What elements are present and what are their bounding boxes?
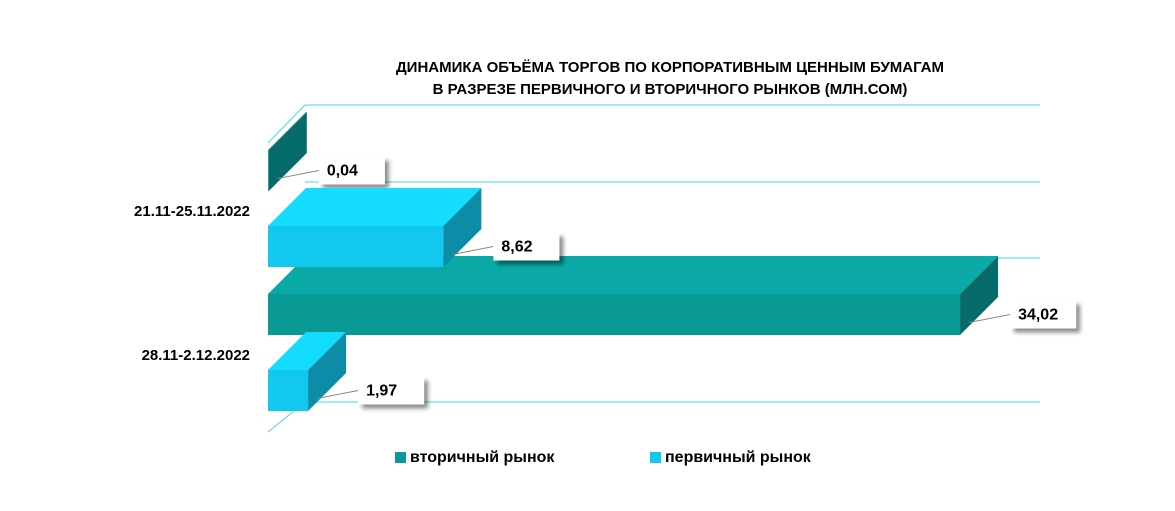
bar-side bbox=[308, 332, 347, 411]
data-label-box bbox=[318, 156, 385, 185]
data-label-text: 1,97 bbox=[366, 383, 397, 400]
legend-swatch bbox=[395, 452, 406, 463]
leader-line bbox=[277, 170, 319, 179]
y-tick-label: 21.11-25.11.2022 bbox=[134, 203, 250, 220]
legend-label: первичный рынок bbox=[665, 449, 812, 466]
legend-label: вторичный рынок bbox=[410, 449, 555, 466]
data-label-box bbox=[358, 376, 425, 405]
chart-subtitle: В РАЗРЕЗЕ ПЕРВИЧНОГО И ВТОРИЧНОГО РЫНКОВ… bbox=[433, 81, 908, 98]
leader-line bbox=[452, 246, 494, 255]
bar-front bbox=[268, 370, 309, 411]
data-label: 1,97 bbox=[358, 376, 425, 405]
data-label: 0,04 bbox=[318, 156, 385, 185]
data-label: 34,02 bbox=[1010, 300, 1077, 329]
bar-front bbox=[268, 226, 444, 267]
data-label-text: 0,04 bbox=[327, 163, 358, 180]
bar bbox=[268, 188, 482, 267]
leader-line bbox=[316, 390, 359, 399]
bar bbox=[268, 256, 999, 335]
y-tick-label: 28.11-2.12.2022 bbox=[142, 347, 250, 364]
bar-top bbox=[268, 332, 347, 370]
bar-top bbox=[268, 112, 307, 150]
legend-swatch bbox=[650, 452, 661, 463]
bar-side bbox=[960, 256, 999, 335]
bar-top bbox=[268, 188, 482, 226]
bar bbox=[268, 112, 307, 191]
data-label: 8,62 bbox=[493, 232, 560, 261]
bar-front bbox=[268, 294, 961, 335]
bar-side bbox=[443, 188, 482, 267]
data-label-text: 34,02 bbox=[1018, 307, 1058, 324]
bar-side bbox=[268, 112, 307, 191]
data-label-box bbox=[1010, 300, 1077, 329]
chart-title: ДИНАМИКА ОБЪЁМА ТОРГОВ ПО КОРПОРАТИВНЫМ … bbox=[396, 59, 944, 76]
bar-front bbox=[268, 150, 269, 191]
data-label-text: 8,62 bbox=[501, 239, 532, 256]
bar-top bbox=[268, 256, 999, 294]
data-label-box bbox=[493, 232, 560, 261]
bar bbox=[268, 332, 347, 411]
leader-line bbox=[968, 314, 1011, 323]
